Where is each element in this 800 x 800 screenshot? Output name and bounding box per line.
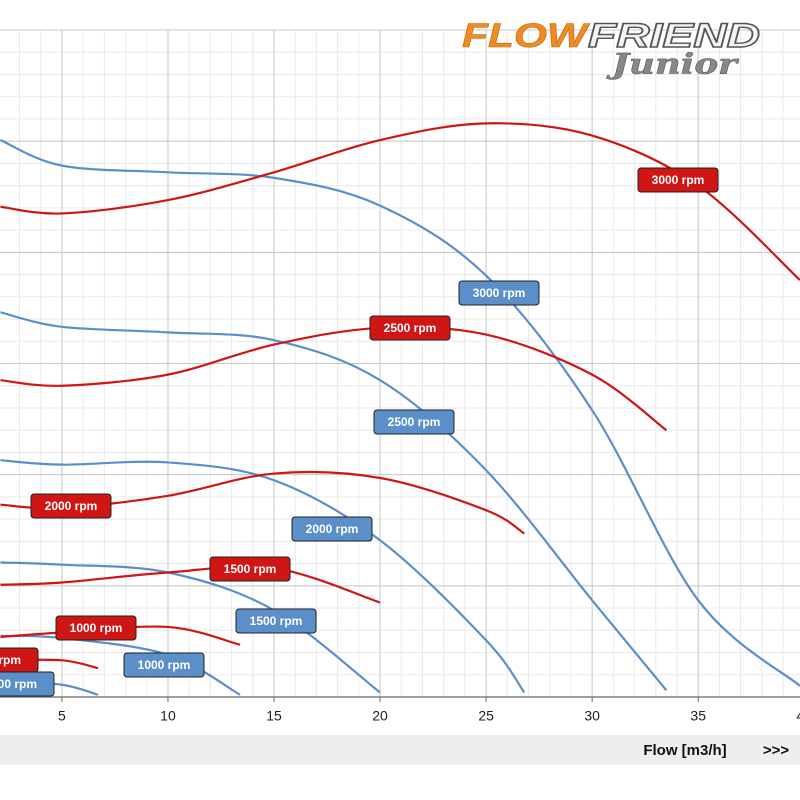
curve-labels: 3000 rpm 2500 rpm 2000 rpm 1500 rpm 1000 rpm… bbox=[0, 167, 719, 697]
curve-label-text: 500 rpm bbox=[0, 653, 21, 667]
curve bbox=[0, 634, 241, 696]
curve-label-text: 1000 rpm bbox=[138, 658, 191, 672]
curve-label-text: 2000 rpm bbox=[306, 522, 359, 536]
curve bbox=[0, 139, 800, 687]
curve-label: 2500 rpm bbox=[373, 409, 455, 435]
curve-label-box bbox=[235, 608, 317, 634]
logo-sub: Junior bbox=[606, 48, 740, 81]
curve-label-box bbox=[0, 647, 39, 673]
curve-label: 2000 rpm bbox=[291, 516, 373, 542]
curve-label: 2500 rpm bbox=[369, 315, 451, 341]
logo: FLOW FRIEND Junior bbox=[462, 16, 761, 81]
logo-brand-b: FRIEND bbox=[588, 17, 760, 55]
next-button[interactable]: >>> bbox=[763, 742, 790, 759]
curve-label-box bbox=[30, 493, 112, 519]
curve-label-text: 1500 rpm bbox=[224, 562, 277, 576]
curve-label: 3000 rpm bbox=[637, 167, 719, 193]
curve-label-text: 1000 rpm bbox=[70, 621, 123, 635]
x-tick-label: 10 bbox=[160, 708, 176, 724]
x-tick-label: 25 bbox=[478, 708, 494, 724]
curve-label-box bbox=[123, 652, 205, 678]
curve-label: 1500 rpm bbox=[209, 556, 291, 582]
x-tick-label: 20 bbox=[372, 708, 388, 724]
curve-label-box bbox=[291, 516, 373, 542]
curve-label: 1000 rpm bbox=[55, 615, 137, 641]
x-tick-label: 5 bbox=[58, 708, 66, 724]
curve-label-box bbox=[458, 280, 540, 306]
logo-brand-a: FLOW bbox=[462, 17, 591, 55]
curve-label-box bbox=[369, 315, 451, 341]
curve-label-text: 2500 rpm bbox=[384, 321, 437, 335]
curve-label-text: 2500 rpm bbox=[388, 415, 441, 429]
x-tick-label: 40 bbox=[796, 708, 800, 724]
curve-label-box bbox=[637, 167, 719, 193]
x-axis-label: Flow [m3/h] bbox=[643, 742, 726, 759]
curve-label-text: 3000 rpm bbox=[473, 286, 526, 300]
curve bbox=[0, 326, 668, 432]
curve-label-text: 3000 rpm bbox=[652, 173, 705, 187]
curve-label: 2000 rpm bbox=[30, 493, 112, 519]
curve bbox=[0, 311, 668, 692]
curve bbox=[0, 459, 526, 694]
curve-label: 1000 rpm bbox=[123, 652, 205, 678]
x-tick-label: 30 bbox=[584, 708, 600, 724]
curve-label: 500 rpm bbox=[0, 647, 39, 673]
curve-label-box bbox=[55, 615, 137, 641]
curve-label-box bbox=[209, 556, 291, 582]
curve-label-box bbox=[373, 409, 455, 435]
curve-label: 3000 rpm bbox=[458, 280, 540, 306]
x-tick-label: 15 bbox=[266, 708, 282, 724]
curve-label: 500 rpm bbox=[0, 671, 55, 697]
curve bbox=[0, 561, 381, 694]
curve-label-text: 1500 rpm bbox=[250, 614, 303, 628]
curve-label-text: 2000 rpm bbox=[45, 499, 98, 513]
axis-bar bbox=[0, 735, 800, 765]
x-tick-label: 35 bbox=[690, 708, 706, 724]
grid: 5 10 15 20 25 30 35 40 bbox=[0, 29, 800, 724]
curve-label: 1500 rpm bbox=[235, 608, 317, 634]
curve-label-text: 500 rpm bbox=[0, 677, 37, 691]
curve bbox=[0, 565, 381, 604]
